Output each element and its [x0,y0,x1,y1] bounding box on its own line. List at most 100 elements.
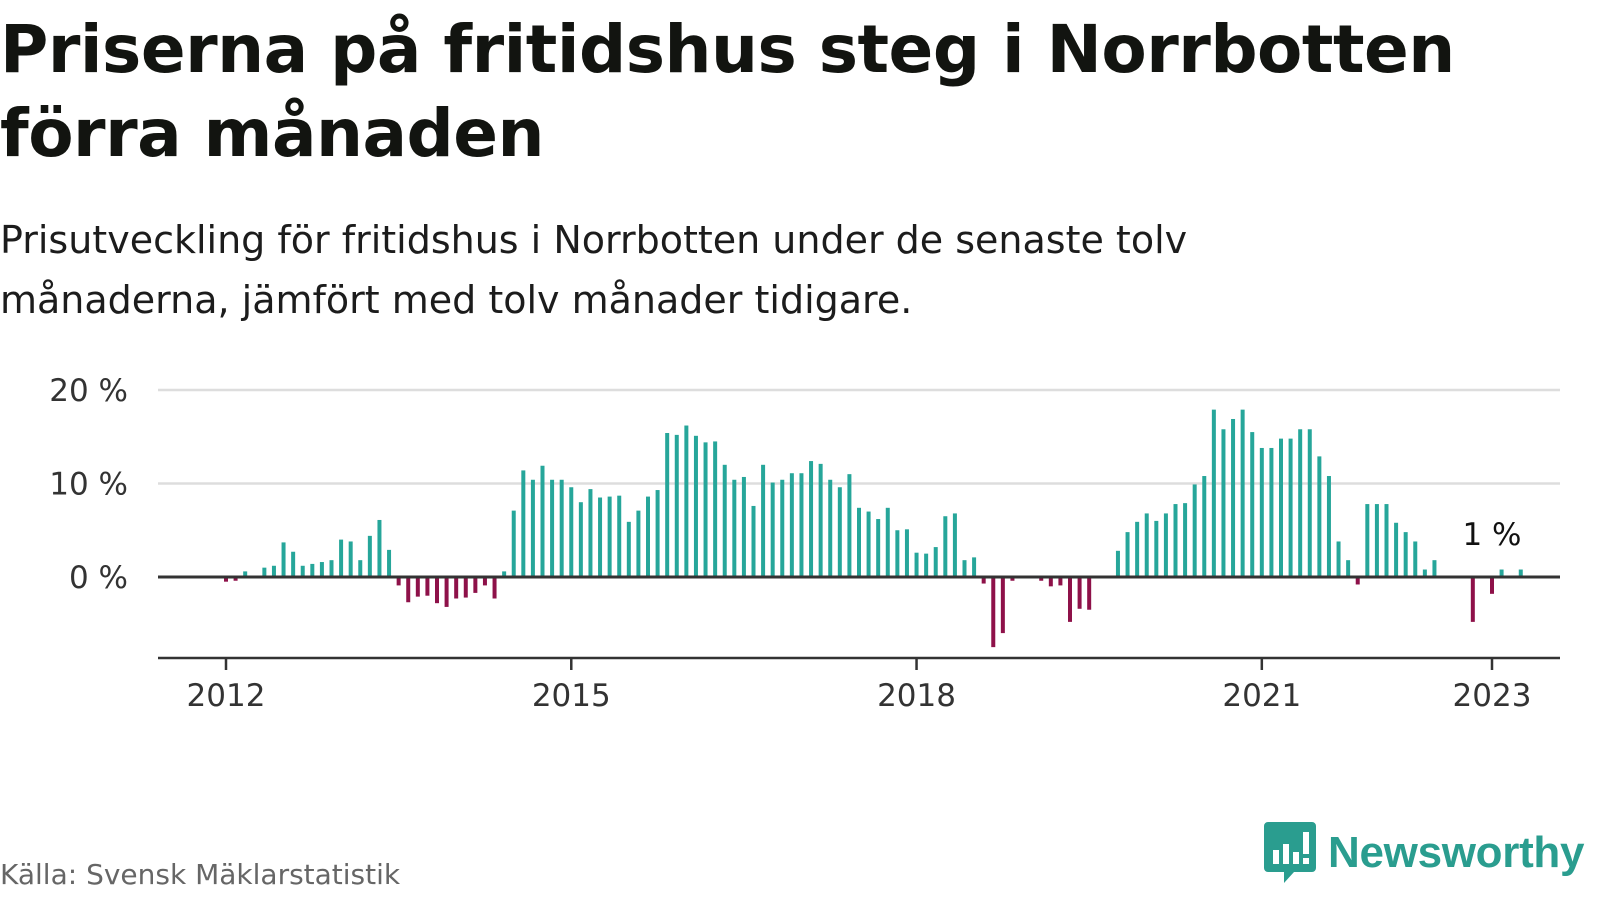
bar [1499,569,1504,577]
bar [789,473,794,577]
bar [607,496,612,577]
bar [540,465,545,577]
bar [837,487,842,577]
bar [598,497,603,577]
bar [693,435,698,577]
bar [847,474,852,577]
bar [1413,541,1418,577]
bar [1326,476,1331,577]
x-tick-label: 2015 [532,678,611,714]
bar [233,577,238,581]
bar [310,563,315,577]
bar [492,577,497,599]
bar [972,557,977,577]
bar [885,507,890,577]
bar [1144,513,1149,577]
bar [1135,521,1140,577]
bar [1192,484,1197,577]
bar [358,560,363,577]
bar [1125,532,1130,577]
bar [339,539,344,577]
y-tick-label: 10 % [49,467,128,503]
bar [291,551,296,577]
y-tick-label: 20 % [49,373,128,409]
bar [425,577,430,596]
bar [962,560,967,577]
source-note: Källa: Svensk Mäklarstatistik [0,858,401,891]
bar [578,502,583,577]
bar [1518,569,1523,577]
bar [646,496,650,577]
bar [243,571,248,577]
bar [636,510,641,577]
bar [1039,577,1044,581]
chart-title: Priserna på fritidshus steg i Norrbotten… [0,11,1455,172]
bar [329,560,334,577]
bar [559,479,564,577]
bar [1115,550,1120,577]
bar [1317,456,1322,577]
bar [415,577,420,597]
bar [1202,476,1207,577]
bar [952,513,957,577]
bar [713,441,718,577]
bar [1432,560,1437,577]
bar [1048,577,1053,587]
bar [435,577,439,604]
bar [1259,447,1264,577]
bar [1240,409,1245,577]
bar [281,542,286,577]
x-tick-label: 2012 [187,678,266,714]
bar [933,547,938,577]
bar [761,464,766,577]
bar [348,541,353,577]
chart-subtitle: Prisutveckling för fritidshus i Norrbott… [0,218,1188,322]
bar [914,552,919,577]
newsworthy-logo-icon [1264,822,1316,883]
bars [224,409,1523,648]
gridlines [158,388,1560,485]
bar [1058,577,1063,586]
bar [1231,418,1236,577]
bar [1221,429,1226,577]
bar [367,535,372,577]
bar [377,519,382,577]
bar-chart: 0 % 10 % 20 % 2012 2015 2018 2021 2023 1 % [49,373,1560,714]
bar [1250,432,1255,577]
bar [770,482,775,577]
bar [511,510,516,577]
bar [780,479,785,577]
bar [1307,429,1312,577]
bar [626,521,631,577]
bar [502,571,507,577]
bar [530,479,535,577]
bar [454,577,459,599]
bar [1394,522,1399,577]
bar [1365,504,1370,577]
bar [1490,577,1494,594]
bar [1163,513,1168,577]
bar [387,549,392,577]
bar [1336,541,1341,577]
bar [904,529,909,577]
bar [588,489,593,577]
bar [1279,438,1283,577]
bar [406,577,411,603]
brand-name: Newsworthy [1328,828,1585,877]
bar [857,507,861,577]
bar [550,479,555,577]
bar [799,473,804,577]
bar [866,511,871,577]
bar [1269,447,1274,577]
bar [1154,520,1159,577]
bar [818,463,823,577]
bar [569,487,574,577]
bar [1470,577,1475,622]
bar [482,577,487,586]
bar [1000,577,1005,634]
bar [1087,577,1092,610]
bar [1077,577,1082,609]
x-tick-label: 2023 [1453,678,1532,714]
bar [1346,560,1351,577]
bar [473,577,478,593]
